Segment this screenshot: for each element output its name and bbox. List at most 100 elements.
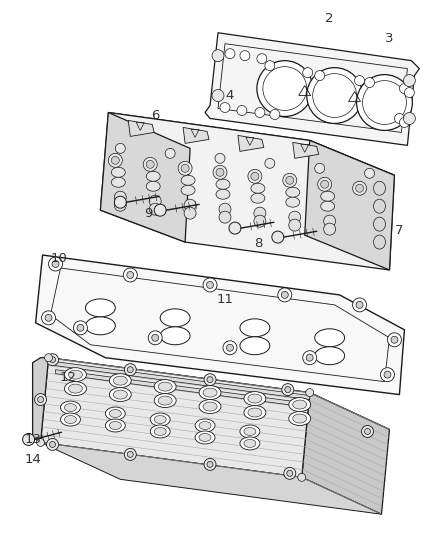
Ellipse shape xyxy=(314,329,345,347)
Ellipse shape xyxy=(286,187,300,197)
Polygon shape xyxy=(183,127,209,143)
Ellipse shape xyxy=(199,422,211,430)
Ellipse shape xyxy=(199,400,221,414)
Ellipse shape xyxy=(251,193,265,203)
Polygon shape xyxy=(305,140,395,270)
Ellipse shape xyxy=(244,406,266,419)
Circle shape xyxy=(307,68,363,124)
Circle shape xyxy=(286,176,294,184)
Circle shape xyxy=(46,439,59,450)
Circle shape xyxy=(207,462,213,467)
Ellipse shape xyxy=(374,199,385,213)
Circle shape xyxy=(124,268,137,282)
Circle shape xyxy=(353,181,367,195)
Ellipse shape xyxy=(374,217,385,231)
Circle shape xyxy=(165,148,175,158)
Text: 3: 3 xyxy=(385,32,394,45)
Circle shape xyxy=(237,106,247,116)
Ellipse shape xyxy=(85,299,115,317)
Circle shape xyxy=(215,154,225,163)
Ellipse shape xyxy=(150,425,170,438)
Text: 4: 4 xyxy=(226,89,234,102)
Polygon shape xyxy=(32,358,49,442)
Ellipse shape xyxy=(240,425,260,438)
Circle shape xyxy=(148,331,162,345)
Circle shape xyxy=(52,261,59,268)
Text: 14: 14 xyxy=(24,453,41,466)
Polygon shape xyxy=(49,358,389,430)
Polygon shape xyxy=(100,112,190,242)
Ellipse shape xyxy=(110,374,131,387)
Ellipse shape xyxy=(154,427,166,435)
Circle shape xyxy=(143,157,157,171)
Polygon shape xyxy=(56,370,310,408)
Ellipse shape xyxy=(289,398,311,411)
Ellipse shape xyxy=(199,433,211,441)
Ellipse shape xyxy=(146,171,160,181)
Circle shape xyxy=(212,50,224,62)
Circle shape xyxy=(318,177,332,191)
Circle shape xyxy=(204,458,216,470)
Circle shape xyxy=(384,371,391,378)
Ellipse shape xyxy=(160,327,190,345)
Circle shape xyxy=(220,102,230,112)
Text: 2: 2 xyxy=(325,12,334,25)
Polygon shape xyxy=(128,120,154,136)
Ellipse shape xyxy=(158,382,172,391)
Ellipse shape xyxy=(181,175,195,185)
Ellipse shape xyxy=(150,413,170,426)
Circle shape xyxy=(278,288,292,302)
Ellipse shape xyxy=(293,400,307,409)
Circle shape xyxy=(321,180,328,188)
Circle shape xyxy=(225,49,235,59)
Circle shape xyxy=(303,351,317,365)
Circle shape xyxy=(219,211,231,223)
Ellipse shape xyxy=(110,422,121,430)
Circle shape xyxy=(146,160,154,168)
Ellipse shape xyxy=(248,394,262,403)
Circle shape xyxy=(152,334,159,341)
Text: 7: 7 xyxy=(395,224,404,237)
Circle shape xyxy=(270,109,280,119)
Ellipse shape xyxy=(110,409,121,417)
Circle shape xyxy=(114,199,126,211)
Ellipse shape xyxy=(199,385,221,400)
Circle shape xyxy=(114,191,126,203)
Circle shape xyxy=(364,429,371,434)
Ellipse shape xyxy=(244,427,256,435)
Ellipse shape xyxy=(244,392,266,406)
Circle shape xyxy=(127,271,134,278)
Circle shape xyxy=(248,169,262,183)
Ellipse shape xyxy=(158,396,172,405)
Circle shape xyxy=(111,156,119,164)
Ellipse shape xyxy=(203,402,217,411)
Circle shape xyxy=(289,211,301,223)
Polygon shape xyxy=(35,255,404,394)
Circle shape xyxy=(381,368,395,382)
Ellipse shape xyxy=(374,181,385,195)
Circle shape xyxy=(49,441,56,447)
Circle shape xyxy=(313,74,357,117)
Ellipse shape xyxy=(68,370,82,379)
Circle shape xyxy=(251,172,259,180)
Circle shape xyxy=(74,321,88,335)
Polygon shape xyxy=(302,393,389,514)
Circle shape xyxy=(364,168,374,178)
Circle shape xyxy=(284,467,296,479)
Circle shape xyxy=(38,397,43,402)
Circle shape xyxy=(265,61,275,71)
Ellipse shape xyxy=(286,197,300,207)
Polygon shape xyxy=(293,142,319,158)
Ellipse shape xyxy=(60,401,81,414)
Circle shape xyxy=(324,223,336,235)
Circle shape xyxy=(289,219,301,231)
Ellipse shape xyxy=(321,191,335,201)
Circle shape xyxy=(356,301,363,309)
Circle shape xyxy=(282,384,294,395)
Ellipse shape xyxy=(293,414,307,423)
Ellipse shape xyxy=(289,411,311,425)
Circle shape xyxy=(355,76,364,86)
Circle shape xyxy=(154,204,166,216)
Text: 9: 9 xyxy=(144,207,152,220)
Ellipse shape xyxy=(240,437,260,450)
